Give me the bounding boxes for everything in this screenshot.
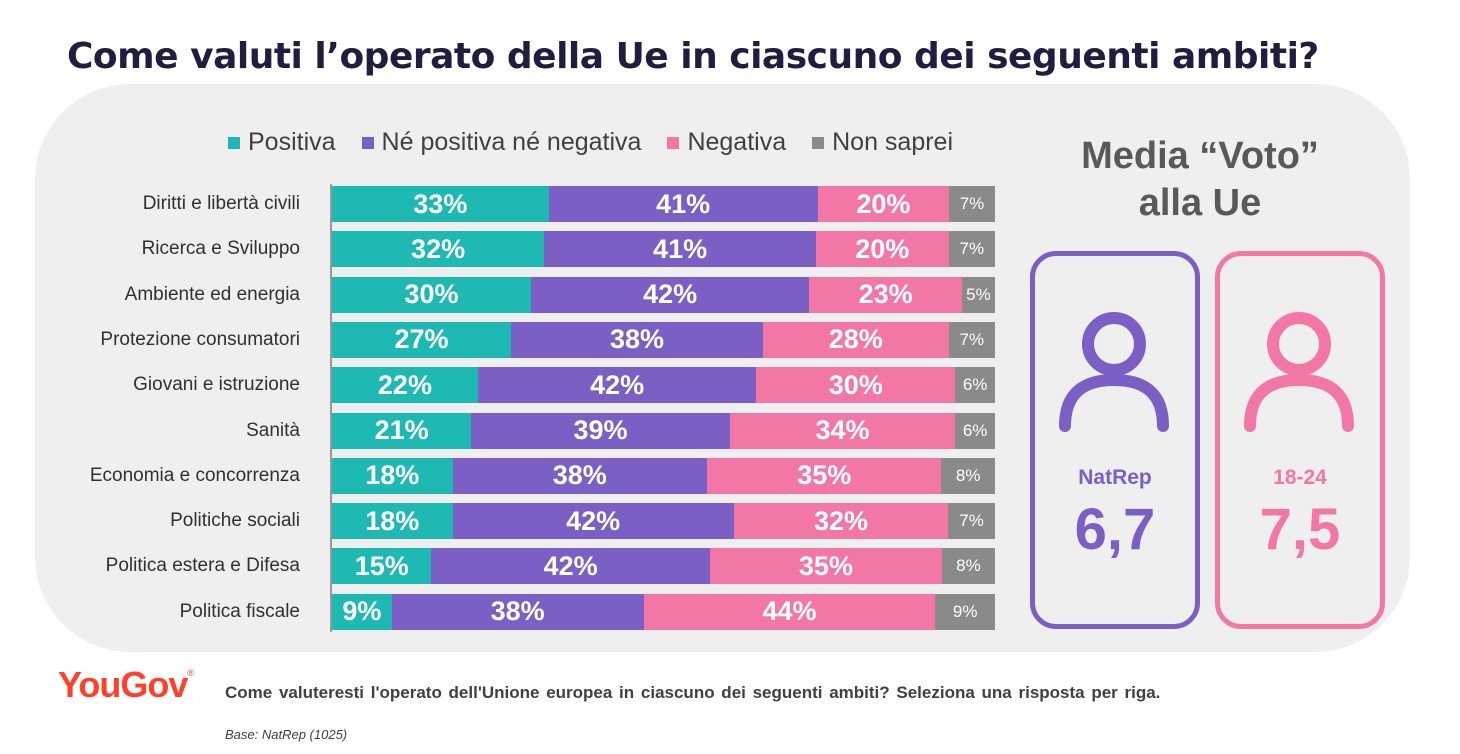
bar-segment: 38%	[511, 321, 763, 358]
media-title-line2: alla Ue	[1138, 182, 1262, 224]
bar-segment: 34%	[729, 412, 956, 449]
legend-item: Non saprei	[812, 128, 953, 157]
age-18-24-score-card: 18-24 7,5	[1215, 251, 1385, 629]
bar-segment: 9%	[935, 593, 995, 630]
sample-base-note: Base: NatRep (1025)	[225, 727, 348, 742]
bar-segment: 38%	[391, 593, 644, 630]
bar-segment: 39%	[471, 412, 730, 449]
legend-swatch	[228, 136, 240, 149]
chart-legend: Positiva Né positiva né negativa Negativa N…	[228, 128, 953, 157]
bar-segment: 35%	[707, 457, 942, 494]
logo-text: YouGov	[58, 664, 188, 705]
bar-segment: 8%	[941, 548, 995, 585]
bar-segment: 7%	[948, 503, 995, 540]
bar-segment: 20%	[815, 231, 949, 268]
bar-segment: 42%	[530, 276, 810, 313]
bar-segment: 6%	[955, 412, 995, 449]
category-label: Ricerca e Sviluppo	[141, 238, 300, 260]
bar-segment: 7%	[948, 321, 995, 358]
bar-segment: 18%	[332, 503, 453, 540]
bar-segment: 42%	[431, 548, 710, 585]
legend-label: Positiva	[248, 128, 336, 156]
bar-segment: 42%	[452, 503, 734, 540]
legend-item: Negativa	[667, 128, 786, 157]
bar-segment: 38%	[452, 457, 708, 494]
bar-segment: 41%	[548, 186, 818, 222]
category-axis-line	[330, 184, 332, 632]
bar-segment: 42%	[477, 367, 757, 404]
bar-segment: 44%	[643, 593, 936, 630]
legend-label: Negativa	[687, 128, 787, 156]
bar-segment: 33%	[332, 186, 549, 222]
category-label: Sanità	[246, 419, 300, 441]
page-title: Come valuti l’operato della Ue in ciascu…	[67, 36, 1319, 77]
bar-segment: 6%	[955, 367, 995, 404]
bar-segment: 22%	[332, 367, 478, 404]
legend-swatch	[667, 136, 680, 149]
bar-segment: 15%	[332, 548, 432, 585]
bar-segment: 8%	[941, 457, 995, 494]
category-label: Economia e concorrenza	[89, 464, 300, 486]
card-group-label: NatRep	[1078, 466, 1152, 489]
media-title-line1: Media “Voto”	[1081, 135, 1319, 177]
category-label: Giovani e istruzione	[133, 374, 300, 396]
logo-registered-mark: ®	[187, 668, 194, 678]
legend-item: Positiva	[228, 128, 336, 157]
bar-segment: 32%	[332, 231, 545, 268]
card-score-value: 7,5	[1259, 497, 1341, 562]
category-label: Diritti e libertà civili	[142, 193, 300, 214]
card-group-label: 18-24	[1273, 466, 1327, 489]
category-label: Politica fiscale	[179, 600, 300, 622]
legend-swatch	[812, 136, 825, 149]
category-label: Protezione consumatori	[100, 328, 300, 350]
media-voto-title: Media “Voto” alla Ue	[1040, 133, 1360, 227]
category-label: Ambiente ed energia	[124, 283, 300, 305]
category-label: Politiche sociali	[170, 510, 300, 532]
bar-segment: 18%	[332, 457, 453, 494]
bar-segment: 32%	[733, 503, 949, 540]
bar-segment: 35%	[709, 548, 942, 585]
card-score-value: 6,7	[1074, 497, 1156, 562]
category-label: Politica estera e Difesa	[105, 555, 300, 577]
natrep-score-card: NatRep 6,7	[1030, 251, 1200, 629]
legend-label: Né positiva né negativa	[381, 128, 642, 156]
bar-segment: 9%	[332, 593, 392, 630]
bar-segment: 20%	[817, 186, 950, 222]
survey-question: Come valuteresti l'operato dell'Unione e…	[225, 683, 1161, 702]
bar-segment: 5%	[961, 276, 995, 313]
bar-segment: 21%	[332, 412, 472, 449]
person-icon	[1244, 312, 1354, 432]
bar-segment: 30%	[332, 276, 531, 313]
bar-segment: 30%	[756, 367, 956, 404]
bar-segment: 41%	[544, 231, 816, 268]
legend-item: Né positiva né negativa	[361, 128, 642, 157]
person-icon	[1059, 312, 1169, 432]
bar-segment: 23%	[809, 276, 962, 313]
bar-segment: 28%	[762, 321, 949, 358]
yougov-logo: YouGov®	[58, 664, 194, 706]
bar-segment: 27%	[332, 321, 511, 358]
legend-swatch	[361, 136, 374, 149]
bar-segment: 7%	[949, 186, 995, 222]
legend-label: Non saprei	[832, 128, 954, 156]
bar-segment: 7%	[948, 231, 995, 268]
